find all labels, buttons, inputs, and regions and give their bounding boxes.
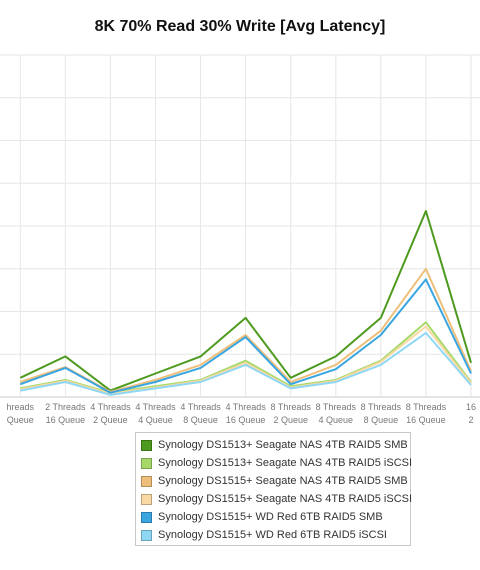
legend-label: Synology DS1513+ Seagate NAS 4TB RAID5 i…: [158, 457, 413, 469]
x-tick-label: 8 Queue: [183, 415, 218, 425]
legend-item[interactable]: Synology DS1515+ Seagate NAS 4TB RAID5 i…: [136, 490, 413, 508]
legend-label: Synology DS1515+ Seagate NAS 4TB RAID5 i…: [158, 493, 413, 505]
x-tick-label: 2 Threads: [45, 402, 86, 412]
x-tick-label: 16 Queue: [226, 415, 266, 425]
x-tick-label: 4 Queue: [138, 415, 173, 425]
x-tick-label: Queue: [7, 415, 34, 425]
x-tick-label: 8 Threads: [271, 402, 312, 412]
x-tick-label: 2 Queue: [93, 415, 128, 425]
x-tick-label: hreads: [7, 402, 35, 412]
chart-title: 8K 70% Read 30% Write [Avg Latency]: [94, 18, 386, 35]
series-line-6: [20, 331, 472, 396]
legend: Synology DS1513+ Seagate NAS 4TB RAID5 S…: [135, 432, 413, 546]
legend-swatch: [141, 511, 152, 523]
legend-label: Synology DS1515+ WD Red 6TB RAID5 SMB: [158, 511, 383, 523]
legend-label: Synology DS1515+ Seagate NAS 4TB RAID5 S…: [158, 475, 408, 487]
legend-label: Synology DS1513+ Seagate NAS 4TB RAID5 S…: [158, 439, 408, 451]
x-tick-label: 8 Queue: [364, 415, 399, 425]
x-tick-label: 2 Queue: [273, 415, 308, 425]
line-chart: hreads Queue 2 Threads 16 Queue 4 Threads 2 Q…: [0, 54, 480, 425]
x-tick-label: 2: [468, 415, 473, 425]
legend-item[interactable]: Synology DS1515+ Seagate NAS 4TB RAID5 S…: [136, 472, 410, 490]
x-tick-label: 4 Threads: [90, 402, 131, 412]
x-tick-label: 16: [466, 402, 476, 412]
x-tick-label: 4 Threads: [225, 402, 266, 412]
x-tick-label: 16 Queue: [406, 415, 446, 425]
x-tick-label: 8 Threads: [316, 402, 357, 412]
legend-item[interactable]: Synology DS1515+ WD Red 6TB RAID5 SMB: [136, 508, 410, 526]
legend-label: Synology DS1515+ WD Red 6TB RAID5 iSCSI: [158, 529, 387, 541]
x-tick-label: 8 Threads: [361, 402, 402, 412]
series-line-1: [19, 210, 472, 392]
x-tick-label: 4 Threads: [180, 402, 221, 412]
x-tick-label: 4 Threads: [135, 402, 176, 412]
legend-item[interactable]: Synology DS1515+ WD Red 6TB RAID5 iSCSI: [136, 526, 410, 544]
legend-swatch: [141, 529, 152, 541]
legend-item[interactable]: Synology DS1513+ Seagate NAS 4TB RAID5 i…: [136, 454, 413, 472]
x-tick-label: 8 Threads: [406, 402, 447, 412]
series-line-4: [20, 325, 472, 395]
x-axis-ticks: hreads Queue 2 Threads 16 Queue 4 Threads 2 Q…: [7, 402, 476, 425]
legend-swatch: [141, 493, 152, 505]
legend-item[interactable]: Synology DS1513+ Seagate NAS 4TB RAID5 S…: [136, 436, 410, 454]
legend-swatch: [141, 439, 152, 451]
series-lines: [19, 210, 472, 396]
series-line-5: [19, 278, 472, 394]
x-tick-label: 16 Queue: [46, 415, 86, 425]
legend-swatch: [141, 475, 152, 487]
legend-swatch: [141, 457, 152, 469]
x-tick-label: 4 Queue: [319, 415, 354, 425]
